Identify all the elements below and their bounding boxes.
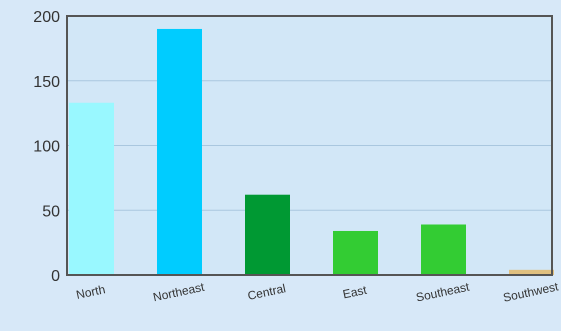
x-tick-label: East [341, 283, 368, 302]
bar-northeast [157, 28, 202, 276]
y-tick-label: 50 [42, 203, 60, 220]
x-tick-label: Northeast [152, 280, 206, 305]
bar-east [333, 230, 378, 275]
plot-frame [66, 15, 553, 276]
x-tick-label: North [75, 282, 107, 302]
y-tick-label: 100 [33, 139, 60, 156]
x-tick-label: Southeast [415, 279, 471, 304]
bar-north [69, 102, 114, 275]
y-axis-ticks: 0 50 100 150 200 [33, 9, 60, 285]
bar-southwest [509, 269, 554, 275]
x-tick-label: Southwest [502, 279, 560, 304]
x-axis-ticks: North Northeast Central East Southeast Southw… [75, 279, 560, 304]
gridlines [67, 80, 552, 211]
bar-southeast [421, 224, 466, 275]
x-tick-label: Central [246, 281, 287, 303]
bar-central [245, 194, 290, 275]
bars [69, 28, 554, 276]
y-tick-label: 150 [33, 74, 60, 91]
y-tick-label: 200 [33, 9, 60, 26]
y-tick-label: 0 [51, 268, 60, 285]
